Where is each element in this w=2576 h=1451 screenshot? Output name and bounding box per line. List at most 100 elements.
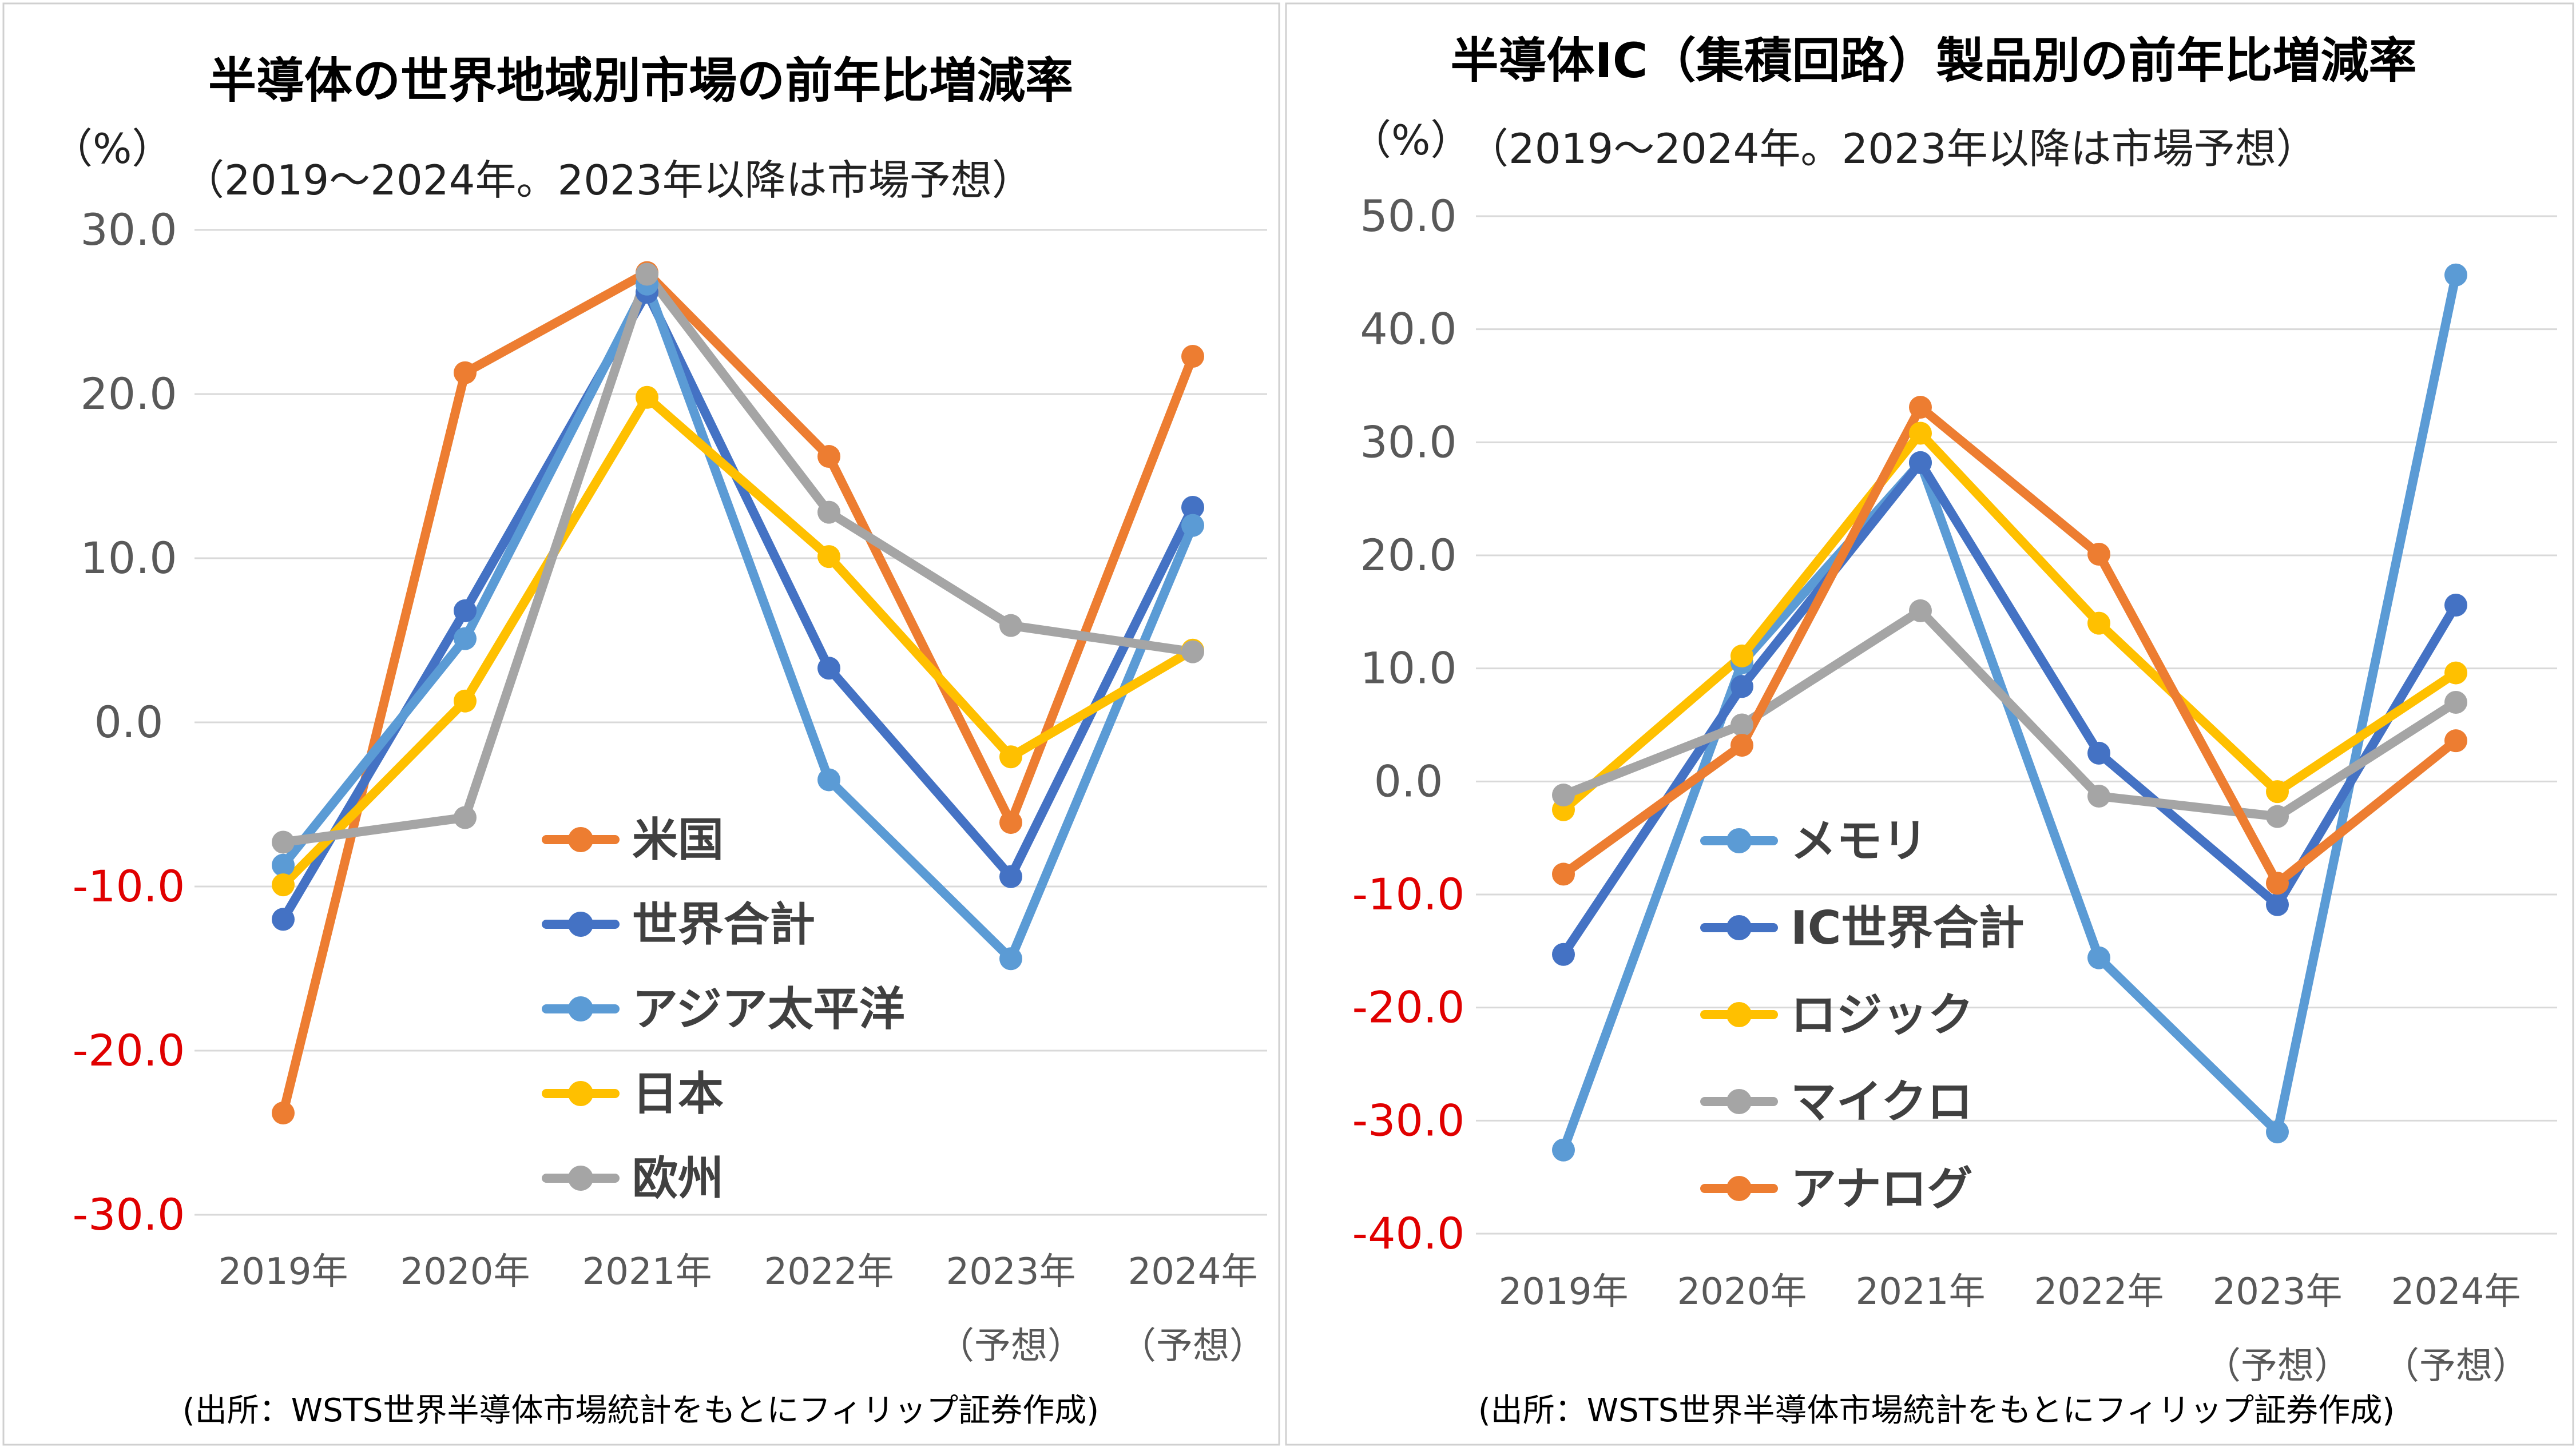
- right-data-point: [2266, 872, 2289, 895]
- right-chart-title: 半導体IC（集積回路）製品別の前年比増減率: [1451, 33, 2417, 89]
- right-series-line: [1559, 606, 2460, 821]
- right-legend-marker: [1726, 1176, 1752, 1201]
- left-plot-area: 30.0 20.0 10.0 0.0 -10.0 -20.0 -30.0 2019年 2020年…: [73, 204, 1267, 1367]
- right-y-tick-label: 40.0: [1360, 304, 1456, 355]
- right-x-tick-label: 2020年: [1677, 1271, 1807, 1313]
- left-series-line: [279, 279, 1197, 964]
- right-data-point: [1730, 675, 1753, 698]
- right-data-point: [1730, 644, 1753, 667]
- left-x-tick-label: 2024年: [1128, 1251, 1258, 1293]
- left-data-point: [272, 873, 295, 897]
- right-data-point: [1552, 784, 1575, 807]
- left-legend-label: アジア太平洋: [632, 983, 905, 1036]
- right-x-tick-label: 2024年: [2391, 1271, 2521, 1313]
- left-data-point: [999, 811, 1022, 834]
- left-y-tick-label: 20.0: [80, 368, 177, 419]
- left-legend-marker: [568, 827, 593, 852]
- left-legend-label: 日本: [632, 1067, 724, 1120]
- left-legend-label: 欧州: [632, 1152, 724, 1205]
- right-y-tick-label: -40.0: [1352, 1208, 1465, 1259]
- right-x-tick-label: 2021年: [1856, 1271, 1986, 1313]
- right-y-tick-label: -10.0: [1352, 869, 1465, 920]
- left-x-tick-label: 2022年: [764, 1251, 894, 1293]
- left-data-point: [454, 361, 477, 384]
- left-legend-marker: [568, 996, 593, 1021]
- left-data-point: [1181, 344, 1204, 368]
- left-x-tick-label: 2020年: [400, 1251, 530, 1293]
- left-data-point: [454, 627, 477, 650]
- left-series-line: [279, 392, 1197, 890]
- left-y-tick-label: -30.0: [73, 1189, 185, 1240]
- right-data-point: [1730, 734, 1753, 757]
- left-series-line: [279, 269, 1197, 847]
- left-y-tick-label: -20.0: [73, 1025, 185, 1076]
- right-data-point: [1552, 862, 1575, 886]
- left-chart-source: (出所：WSTS世界半導体市場統計をもとにフィリップ証券作成): [182, 1392, 1099, 1429]
- right-x-tick-label: 2023年: [2213, 1271, 2343, 1313]
- left-data-point: [999, 947, 1022, 971]
- right-x-tick-label: 2019年: [1499, 1271, 1629, 1313]
- left-y-tick-label: 30.0: [80, 204, 177, 255]
- left-x-tick-label: 2023年: [946, 1251, 1076, 1293]
- left-data-point: [999, 745, 1022, 769]
- left-data-point: [1181, 640, 1204, 663]
- left-data-point: [636, 385, 658, 409]
- right-data-point: [1730, 713, 1753, 737]
- left-legend-marker: [568, 912, 593, 937]
- right-data-point: [2266, 1120, 2289, 1144]
- right-series-line: [1559, 403, 2460, 888]
- right-y-tick-label: 50.0: [1360, 190, 1456, 241]
- right-legend-label: マイクロ: [1791, 1075, 1972, 1128]
- right-data-point: [2087, 543, 2110, 566]
- left-x-tick-label: 2019年: [219, 1251, 348, 1293]
- right-x-tick-label: 2022年: [2034, 1271, 2164, 1313]
- right-legend-label: アナログ: [1791, 1162, 1972, 1215]
- right-data-point: [2444, 263, 2467, 287]
- right-data-point: [1909, 599, 1932, 622]
- right-data-point: [1909, 396, 1932, 419]
- left-series-line: [279, 268, 1197, 1118]
- left-data-point: [817, 445, 840, 468]
- right-legend-marker: [1726, 1002, 1752, 1027]
- right-legend-label: メモリ: [1791, 814, 1928, 868]
- left-legend-label: 米国: [632, 813, 724, 866]
- left-data-point: [817, 500, 840, 524]
- left-x-tick-label: 2021年: [582, 1251, 712, 1293]
- left-data-point: [636, 263, 658, 286]
- right-data-point: [2444, 661, 2467, 685]
- left-data-point: [999, 865, 1022, 888]
- right-data-point: [1909, 451, 1932, 474]
- right-legend-label: ロジック: [1791, 988, 1974, 1041]
- left-data-point: [272, 853, 295, 877]
- right-data-point: [2266, 805, 2289, 828]
- left-data-point: [817, 768, 840, 792]
- right-series-line: [1559, 428, 2460, 814]
- right-data-point: [2087, 946, 2110, 969]
- right-data-point: [2444, 729, 2467, 753]
- right-series-line: [1559, 270, 2460, 1155]
- left-chart-subtitle: （2019～2024年。2023年以降は市場予想）: [183, 156, 1033, 204]
- right-legend-marker: [1726, 1089, 1752, 1114]
- right-legend-label: IC世界合計: [1791, 901, 2024, 955]
- right-plot-area: 50.0 40.0 30.0 20.0 10.0 0.0 -10.0 -20.0 -30.0 -4…: [1352, 190, 2557, 1388]
- right-y-tick-label: 30.0: [1360, 416, 1456, 467]
- left-data-point: [999, 614, 1022, 637]
- left-x-tick-note: （予想）: [938, 1325, 1084, 1367]
- left-legend-marker: [568, 1081, 593, 1106]
- left-data-point: [1181, 514, 1204, 537]
- left-y-tick-label: 10.0: [80, 532, 177, 583]
- right-y-tick-label: 0.0: [1374, 756, 1443, 806]
- left-data-point: [454, 806, 477, 829]
- right-data-point: [2444, 593, 2467, 617]
- right-data-point: [2087, 785, 2110, 808]
- right-data-point: [2266, 780, 2289, 804]
- right-x-tick-note: （予想）: [2204, 1345, 2351, 1388]
- left-data-point: [272, 1102, 295, 1125]
- left-chart-title: 半導体の世界地域別市場の前年比増減率: [208, 53, 1073, 109]
- right-legend-marker: [1726, 915, 1752, 940]
- right-y-tick-label: 20.0: [1360, 530, 1456, 581]
- right-data-point: [1552, 1138, 1575, 1162]
- right-data-point: [2266, 893, 2289, 916]
- left-legend-label: 世界合計: [632, 898, 815, 951]
